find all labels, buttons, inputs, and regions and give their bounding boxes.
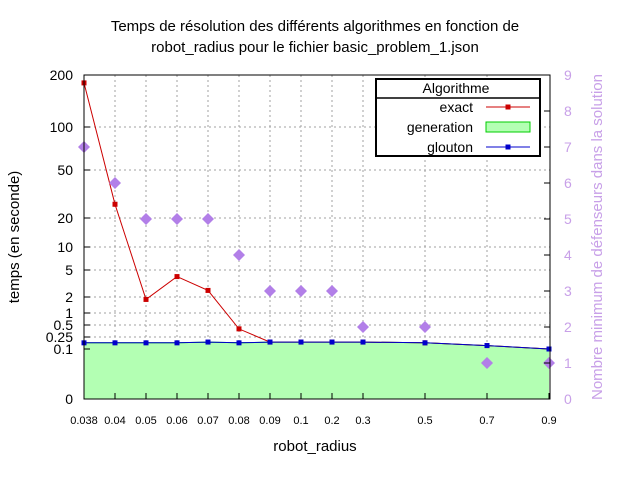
y2-tick-label: 0: [564, 391, 572, 407]
y-tick-label: 0.1: [54, 341, 74, 357]
y-tick-label: 100: [50, 119, 74, 135]
y2-tick-label: 1: [564, 355, 572, 371]
glouton-point: [484, 343, 490, 349]
chart-title-line1: Temps de résolution des différents algor…: [111, 18, 519, 35]
y-axis: 0 0.10.250.512 5 10 20 50 100 200: [46, 67, 90, 407]
glouton-point: [267, 339, 273, 345]
glouton-point: [143, 340, 149, 346]
y2-tick-label: 4: [564, 247, 572, 263]
x-tick-label: 0.05: [135, 415, 156, 427]
exact-point: [174, 274, 180, 280]
glouton-point: [174, 340, 180, 346]
generation-area: [84, 342, 549, 399]
x-tick-label: 0.5: [417, 415, 432, 427]
defenders-point: [233, 249, 245, 261]
glouton-point: [329, 339, 335, 345]
defenders-point: [202, 213, 214, 225]
y-tick-label: 50: [57, 162, 73, 178]
y2-tick-label: 7: [564, 139, 572, 155]
legend-marker-exact: [505, 104, 511, 110]
legend-box: [375, 78, 541, 157]
x-axis: 0.038 0.04 0.05 0.06 0.07 0.08 0.09 0.1 0.2 0.3 0.…: [70, 393, 557, 427]
defenders-point: [326, 285, 338, 297]
glouton-point: [298, 339, 304, 345]
y-tick-label: 10: [57, 239, 73, 255]
glouton-point: [236, 340, 242, 346]
y-tick-label: 0: [65, 391, 73, 407]
defenders-series: [78, 141, 555, 369]
exact-point: [143, 296, 149, 302]
exact-point: [205, 287, 211, 293]
glouton-point: [112, 340, 118, 346]
legend-label-generation: generation: [407, 119, 473, 135]
y2-axis: 0 1 2 3 4 5 6 7 8 9: [544, 67, 572, 407]
legend-swatch-generation: [485, 121, 531, 133]
defenders-point: [295, 285, 307, 297]
glouton-point: [360, 339, 366, 345]
legend-label-exact: exact: [440, 99, 474, 115]
y-tick-label: 5: [65, 262, 73, 278]
generation-area-series: [84, 341, 550, 399]
y-tick-label: 1: [65, 305, 73, 321]
x-tick-label: 0.3: [355, 415, 370, 427]
y2-tick-label: 5: [564, 211, 572, 227]
y-tick-label: 20: [57, 210, 73, 226]
plot-frame: [83, 74, 551, 400]
glouton-point: [205, 339, 211, 345]
exact-point: [236, 326, 242, 332]
defenders-point: [140, 213, 152, 225]
x-tick-label: 0.9: [541, 415, 556, 427]
glouton-point: [546, 346, 552, 352]
x-tick-label: 0.09: [259, 415, 280, 427]
y-axis-label: temps (en seconde): [6, 171, 23, 304]
y2-tick-label: 9: [564, 67, 572, 83]
defenders-point: [109, 177, 121, 189]
defenders-point: [481, 357, 493, 369]
y-tick-label: 0.25: [46, 329, 73, 345]
defenders-point: [357, 321, 369, 333]
x-tick-label: 0.08: [228, 415, 249, 427]
glouton-point: [422, 340, 428, 346]
legend-marker-glouton: [505, 144, 511, 150]
y-tick-label: 200: [50, 67, 74, 83]
x-tick-label: 0.038: [70, 415, 98, 427]
legend-title: Algorithme: [423, 80, 490, 96]
x-axis-label: robot_radius: [273, 438, 356, 455]
x-tick-label: 0.07: [197, 415, 218, 427]
y-tick-label: 2: [65, 289, 73, 305]
y2-tick-label: 8: [564, 103, 572, 119]
x-tick-label: 0.2: [324, 415, 339, 427]
y-tick-label: 0.5: [54, 317, 74, 333]
x-tick-label: 0.7: [479, 415, 494, 427]
chart-title-line2: robot_radius pour le fichier basic_probl…: [151, 39, 479, 56]
defenders-point: [264, 285, 276, 297]
legend: Algorithme exact generation glouton: [375, 78, 541, 157]
defenders-point: [171, 213, 183, 225]
legend-label-glouton: glouton: [427, 139, 473, 155]
y2-tick-label: 6: [564, 175, 572, 191]
x-tick-label: 0.04: [104, 415, 125, 427]
exact-point: [112, 201, 118, 207]
y2-tick-label: 3: [564, 283, 572, 299]
y2-tick-label: 2: [564, 319, 572, 335]
x-tick-label: 0.06: [166, 415, 187, 427]
x-tick-label: 0.1: [293, 415, 308, 427]
y2-axis-label: Nombre minimum de défenseurs dans la sol…: [589, 74, 606, 400]
defenders-point: [419, 321, 431, 333]
